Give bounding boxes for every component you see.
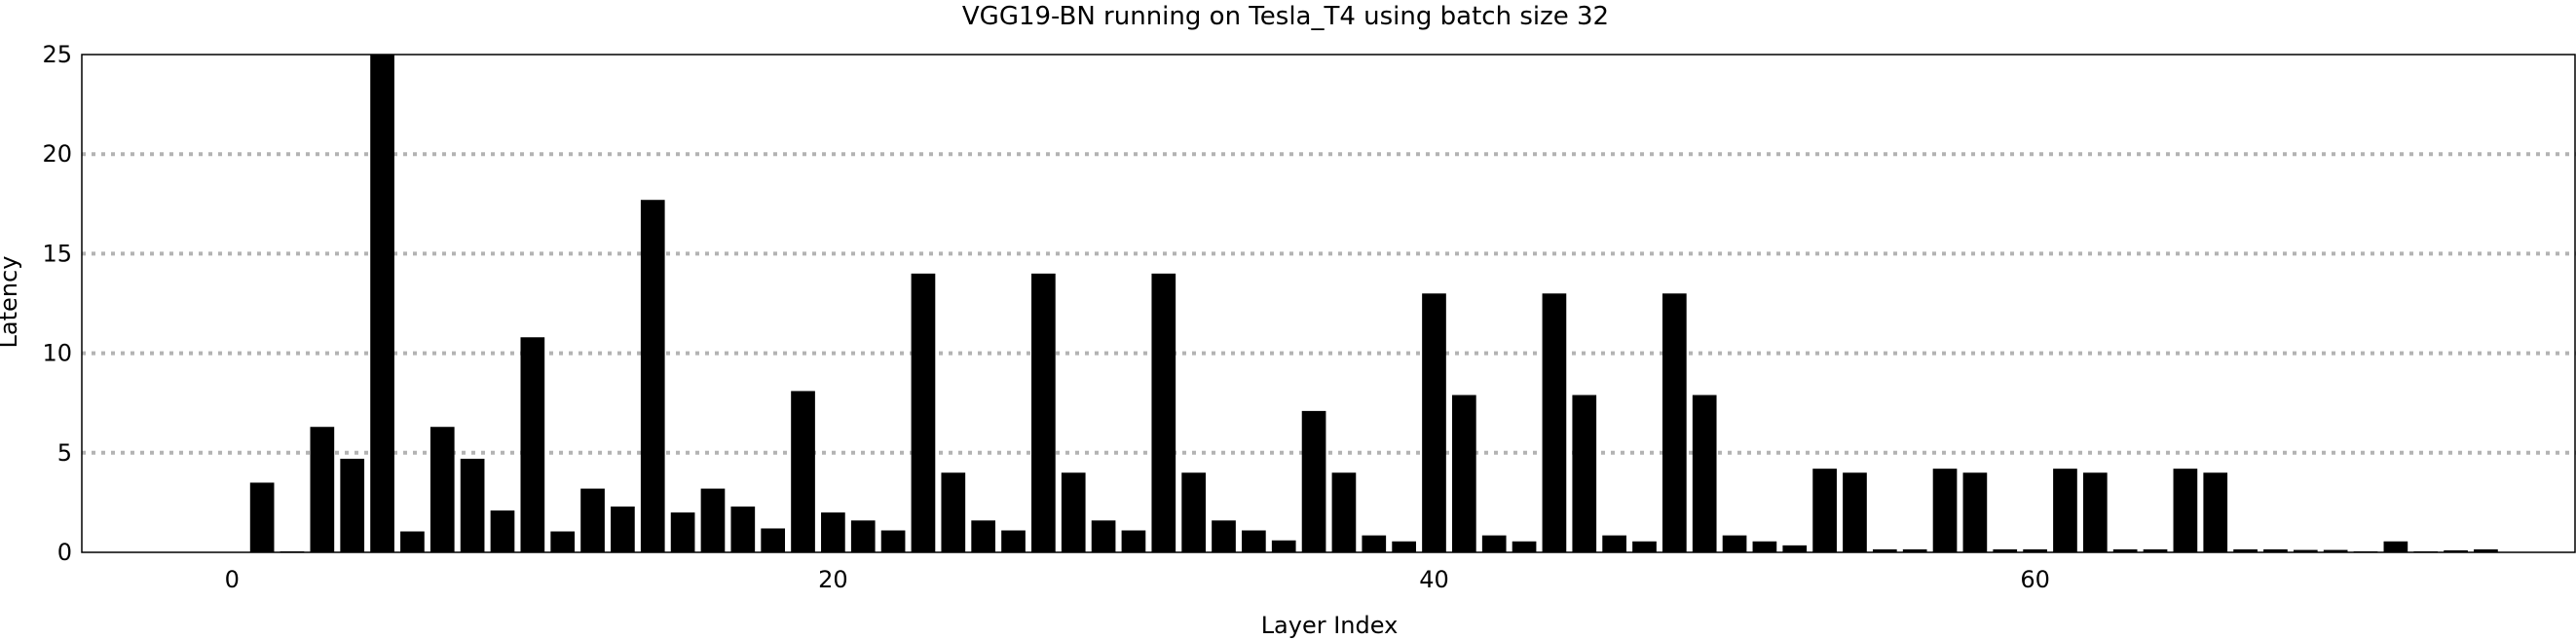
bar bbox=[550, 531, 576, 552]
bar bbox=[520, 337, 545, 552]
bar bbox=[640, 200, 665, 552]
bar bbox=[1091, 520, 1116, 552]
bar bbox=[1001, 530, 1026, 552]
bar bbox=[2023, 548, 2047, 552]
bar bbox=[2293, 549, 2318, 552]
bar bbox=[429, 427, 455, 552]
bar bbox=[2143, 548, 2168, 552]
gridlines bbox=[82, 152, 2576, 455]
bar bbox=[1181, 472, 1206, 552]
y-tick-label: 10 bbox=[42, 340, 72, 367]
bar bbox=[1993, 548, 2018, 552]
bar bbox=[700, 488, 726, 552]
bar bbox=[821, 512, 845, 552]
bar bbox=[2233, 548, 2258, 552]
bar bbox=[2323, 549, 2348, 552]
y-tick-label: 15 bbox=[42, 240, 72, 267]
bar bbox=[2203, 472, 2228, 552]
x-tick-label: 0 bbox=[225, 566, 240, 593]
bar bbox=[941, 472, 966, 552]
bars bbox=[249, 55, 2498, 552]
y-tick-label: 0 bbox=[57, 539, 72, 566]
y-tick-label: 25 bbox=[42, 41, 72, 68]
x-tick-labels: 0 20 40 60 bbox=[225, 566, 2050, 593]
bar bbox=[310, 427, 335, 552]
bar bbox=[1031, 273, 1056, 552]
y-tick-label: 5 bbox=[57, 439, 72, 467]
bar bbox=[2444, 549, 2468, 552]
bar bbox=[1422, 293, 1446, 552]
bar bbox=[1902, 548, 1927, 552]
bar bbox=[850, 520, 876, 552]
bar bbox=[370, 55, 394, 552]
bar bbox=[1121, 530, 1146, 552]
bar bbox=[1392, 541, 1416, 552]
bar bbox=[1301, 410, 1326, 552]
bar bbox=[2082, 472, 2108, 552]
bar bbox=[670, 512, 695, 552]
bar bbox=[1242, 530, 1266, 552]
chart-title: VGG19-BN running on Tesla_T4 using batch… bbox=[962, 2, 1609, 31]
bar bbox=[1151, 273, 1176, 552]
bar bbox=[460, 458, 485, 552]
bar bbox=[2173, 469, 2198, 552]
bar bbox=[1602, 535, 1626, 552]
bar bbox=[1061, 472, 1086, 552]
bar bbox=[880, 530, 906, 552]
bar bbox=[971, 520, 996, 552]
bar bbox=[1452, 395, 1476, 552]
bar bbox=[2383, 541, 2408, 552]
bar bbox=[249, 482, 275, 552]
x-tick-label: 20 bbox=[818, 566, 848, 593]
bar bbox=[1752, 541, 1777, 552]
bar bbox=[911, 273, 936, 552]
y-tick-labels: 0 5 10 15 20 25 bbox=[42, 41, 72, 566]
bar bbox=[1362, 535, 1387, 552]
bar bbox=[2474, 548, 2498, 552]
bar bbox=[730, 506, 756, 552]
bar bbox=[1512, 541, 1537, 552]
bar bbox=[1542, 293, 1567, 552]
bar bbox=[1932, 469, 1958, 552]
bar bbox=[1212, 520, 1236, 552]
bar bbox=[1962, 472, 1988, 552]
bar bbox=[1872, 548, 1897, 552]
bar bbox=[1481, 535, 1507, 552]
bar bbox=[400, 531, 425, 552]
bar bbox=[1843, 472, 1867, 552]
bar bbox=[2112, 548, 2138, 552]
bar bbox=[490, 510, 515, 552]
bar bbox=[761, 528, 786, 552]
bar bbox=[1661, 293, 1687, 552]
bar bbox=[1782, 545, 1808, 552]
x-tick-label: 40 bbox=[1419, 566, 1449, 593]
y-axis-label: Latency bbox=[0, 256, 22, 349]
bar bbox=[340, 458, 365, 552]
bar bbox=[2263, 548, 2288, 552]
y-tick-label: 20 bbox=[42, 140, 72, 168]
bar bbox=[580, 488, 605, 552]
bar bbox=[611, 506, 635, 552]
bar bbox=[1722, 535, 1747, 552]
x-axis-label: Layer Index bbox=[1261, 612, 1399, 639]
bar bbox=[1331, 472, 1357, 552]
bar bbox=[1692, 395, 1717, 552]
bar bbox=[1812, 469, 1837, 552]
bar bbox=[1271, 540, 1296, 552]
x-tick-label: 60 bbox=[2020, 566, 2050, 593]
bar bbox=[2053, 469, 2077, 552]
plot-frame bbox=[81, 54, 2576, 553]
bar bbox=[791, 391, 815, 552]
bar bbox=[1572, 395, 1597, 552]
bar bbox=[1632, 541, 1657, 552]
